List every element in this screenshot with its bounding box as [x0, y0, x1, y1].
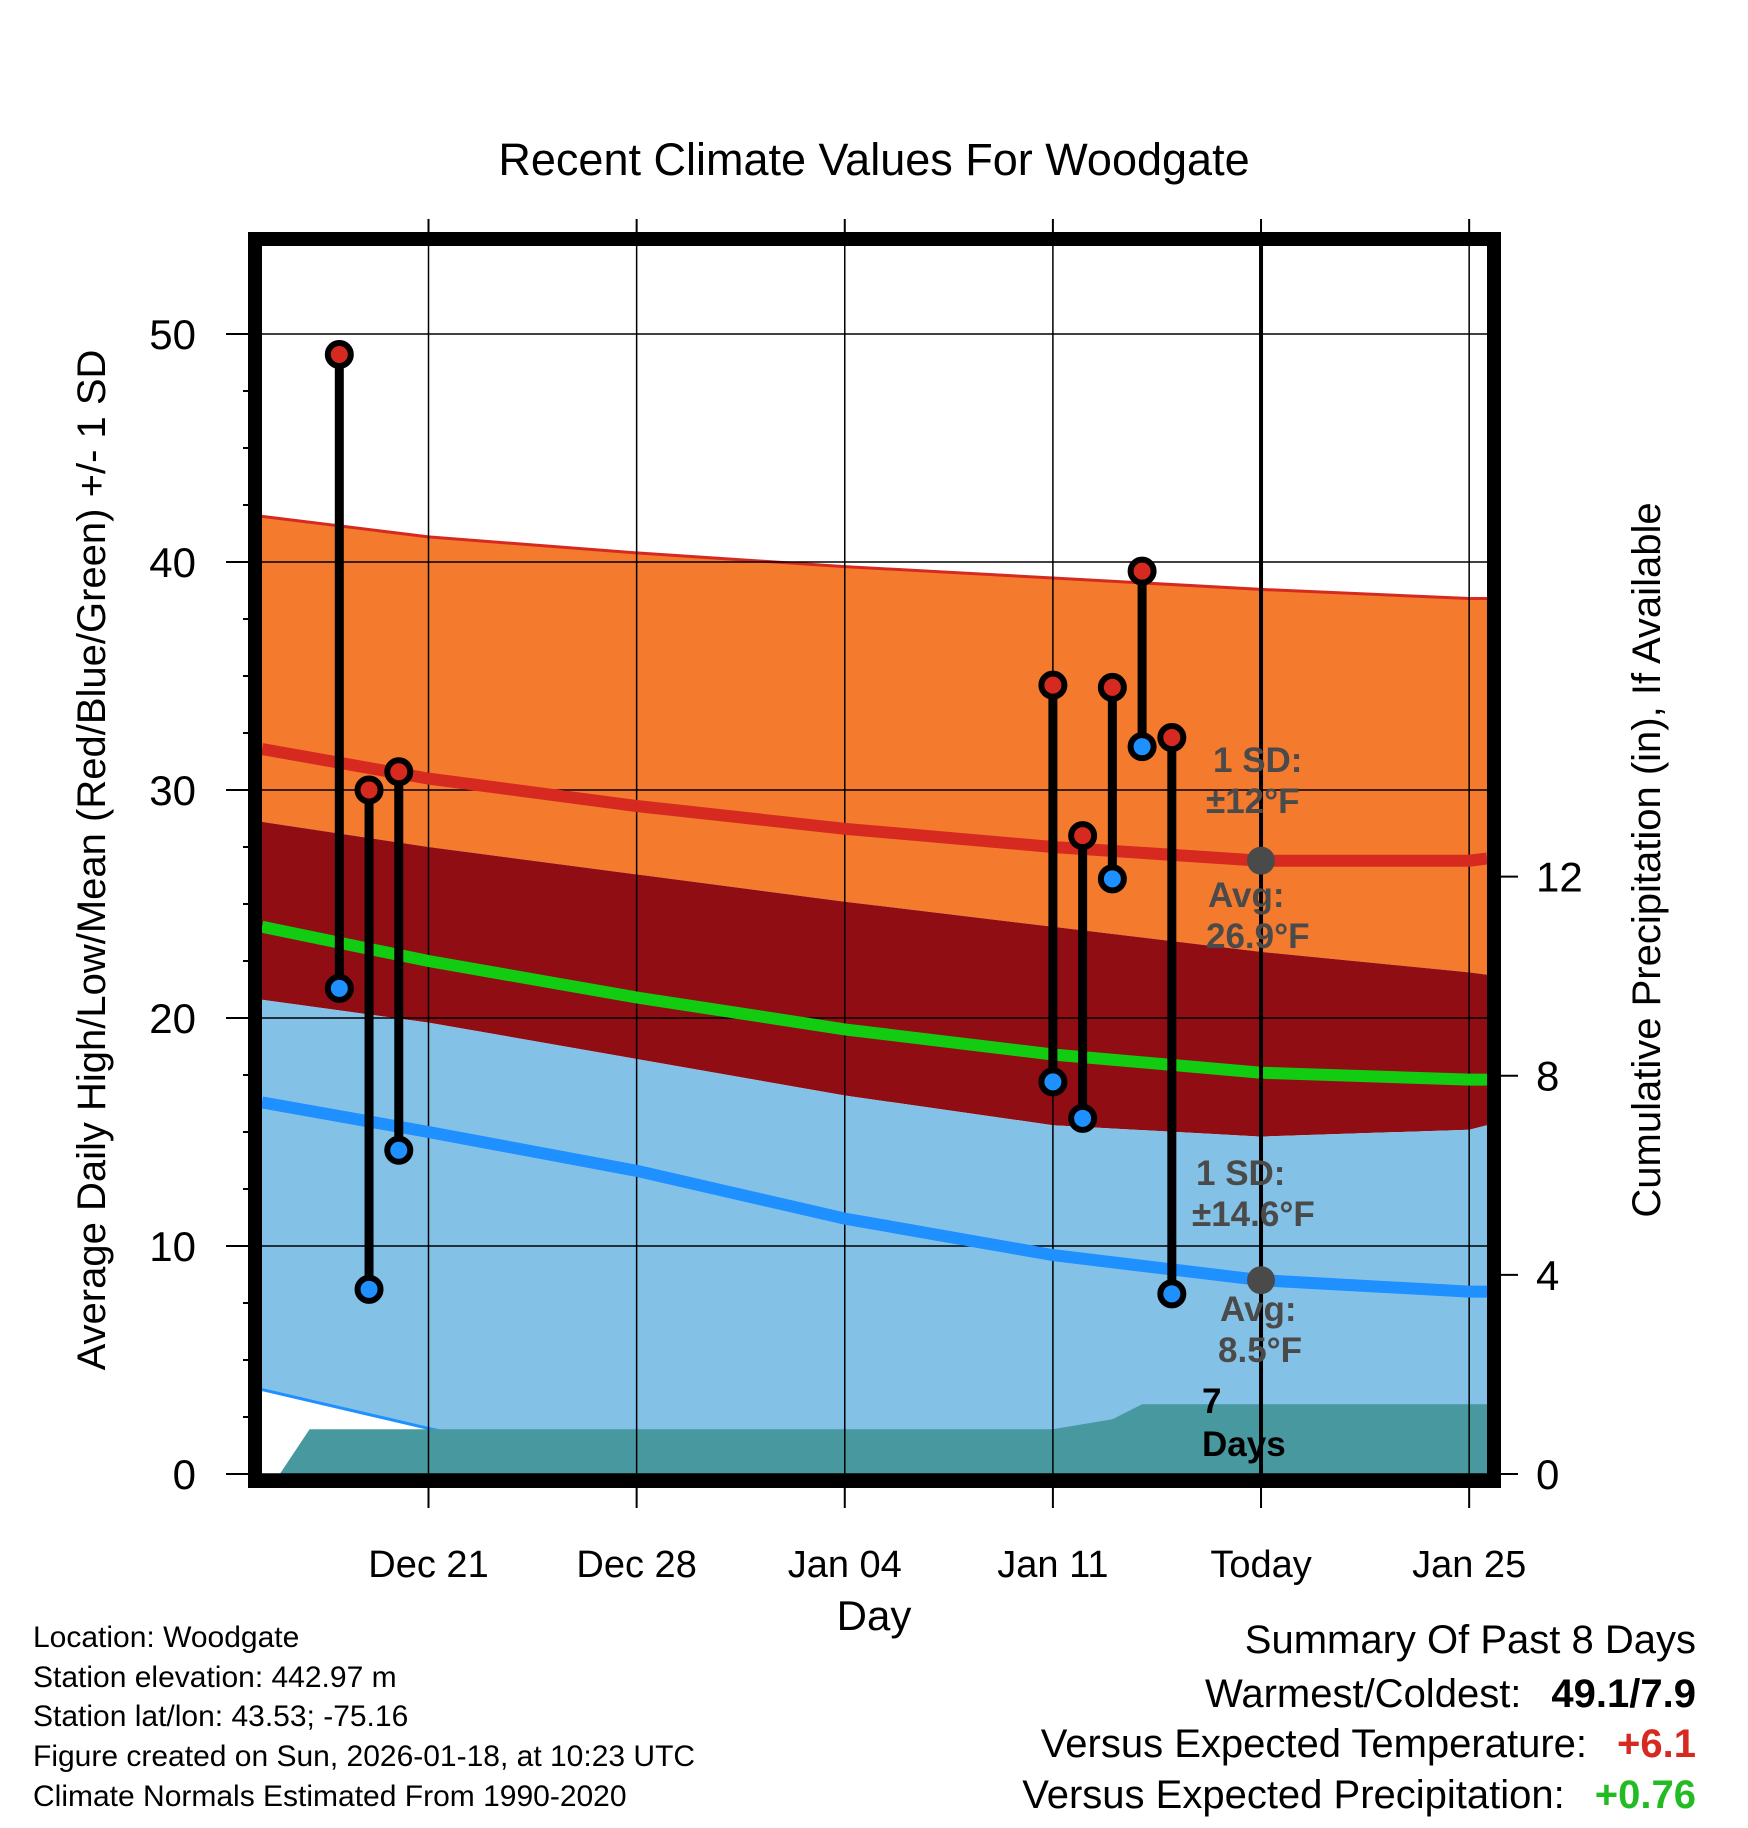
summary-precipitation-value: +0.76	[1594, 1773, 1696, 1817]
footer-created: Figure created on Sun, 2026-01-18, at 10…	[33, 1740, 696, 1773]
summary-temperature-label: Versus Expected Temperature:	[1040, 1722, 1588, 1766]
summary-warmest-coldest-value: 49.1/7.9	[1551, 1672, 1696, 1716]
obs-high-point	[1127, 556, 1157, 586]
footer-latlon: Station lat/lon: 43.53; -75.16	[33, 1700, 409, 1733]
high-avg-label: Avg:	[1208, 876, 1284, 915]
obs-low-point	[1097, 864, 1127, 894]
high-sd-top-edge	[262, 514, 1487, 600]
obs-low-point	[1127, 732, 1157, 762]
footer-elevation: Station elevation: 442.97 m	[33, 1661, 397, 1694]
y-tick-label: 10	[149, 1223, 196, 1270]
obs-high-point	[1097, 672, 1127, 702]
y-tick-label: 30	[149, 767, 196, 814]
y-tick-label: 20	[149, 995, 196, 1042]
y2-tick-label: 12	[1536, 854, 1583, 901]
y-axis-label: Average Daily High/Low/Mean (Red/Blue/Gr…	[70, 350, 114, 1371]
x-tick-label: Dec 28	[576, 1544, 696, 1586]
y2-tick-label: 0	[1536, 1451, 1559, 1498]
footer-location: Location: Woodgate	[33, 1621, 300, 1654]
obs-low-point	[1068, 1103, 1098, 1133]
x-axis-label: Day	[837, 1592, 912, 1639]
y-tick-label: 50	[149, 311, 196, 358]
summary-temperature-value: +6.1	[1617, 1722, 1696, 1766]
low-avg-today-dot	[1247, 1266, 1276, 1295]
low-avg-line	[262, 1096, 1487, 1298]
mean-sd-band	[262, 821, 1487, 1137]
high-sd-label: 1 SD:	[1213, 741, 1302, 780]
low-avg-label: Avg:	[1220, 1290, 1296, 1329]
y-tick-label: 0	[173, 1451, 196, 1498]
summary-precipitation: Versus Expected Precipitation: +0.76	[1022, 1773, 1696, 1818]
high-sd-value: ±12°F	[1206, 782, 1300, 821]
summary-precipitation-label: Versus Expected Precipitation:	[1022, 1773, 1565, 1817]
chart-title: Recent Climate Values For Woodgate	[498, 134, 1249, 185]
low-avg-value: 8.5°F	[1218, 1331, 1302, 1370]
obs-low-point	[384, 1135, 414, 1165]
low-sd-label: 1 SD:	[1196, 1154, 1285, 1193]
precip-area	[262, 1404, 1487, 1474]
mean-avg-line	[262, 920, 1487, 1086]
high-avg-today-dot	[1247, 846, 1276, 875]
high-avg-line	[262, 743, 1487, 867]
obs-low-point	[1157, 1279, 1187, 1309]
x-tick-label: Jan 11	[997, 1544, 1108, 1586]
summary-temperature: Versus Expected Temperature: +6.1	[1041, 1722, 1696, 1767]
obs-high-point	[1157, 723, 1187, 753]
obs-high-point	[354, 775, 384, 805]
y2-tick-label: 8	[1536, 1053, 1559, 1100]
summary-warmest-coldest-label: Warmest/Coldest:	[1205, 1672, 1522, 1716]
precip-days-number: 7	[1202, 1382, 1221, 1421]
footer-normals: Climate Normals Estimated From 1990-2020	[33, 1780, 627, 1813]
obs-low-point	[354, 1274, 384, 1304]
x-tick-label: Today	[1210, 1544, 1311, 1586]
obs-high-point	[324, 340, 354, 370]
obs-high-point	[1038, 670, 1068, 700]
y2-tick-label: 4	[1536, 1252, 1559, 1299]
obs-high-point	[1068, 821, 1098, 851]
x-tick-label: Jan 25	[1412, 1544, 1526, 1586]
precip-days-word: Days	[1202, 1425, 1286, 1464]
obs-high-point	[384, 757, 414, 787]
summary-warmest-coldest: Warmest/Coldest: 49.1/7.9	[1205, 1672, 1696, 1717]
y2-axis-label: Cumulative Precipitation (in), If Availa…	[1625, 502, 1669, 1217]
annotations: 1 SD: ±12°F Avg: 26.9°F 1 SD: ±14.6°F Av…	[1192, 741, 1315, 1464]
low-sd-value: ±14.6°F	[1192, 1195, 1315, 1234]
x-tick-label: Dec 21	[368, 1544, 488, 1586]
axis-ticks: 0 10 20 30 40 50 0 4 8 12 Dec 21 Dec 28 Jan 04 Jan 11…	[149, 219, 1583, 1586]
obs-low-point	[1038, 1067, 1068, 1097]
plot-area	[262, 246, 1487, 1474]
plot-frame	[248, 232, 1501, 1488]
x-tick-label: Jan 04	[788, 1544, 902, 1586]
high-avg-value: 26.9°F	[1206, 917, 1310, 956]
y-tick-label: 40	[149, 539, 196, 586]
summary-title: Summary Of Past 8 Days	[1244, 1618, 1696, 1662]
obs-low-point	[324, 973, 354, 1003]
low-sd-band	[262, 999, 1487, 1474]
